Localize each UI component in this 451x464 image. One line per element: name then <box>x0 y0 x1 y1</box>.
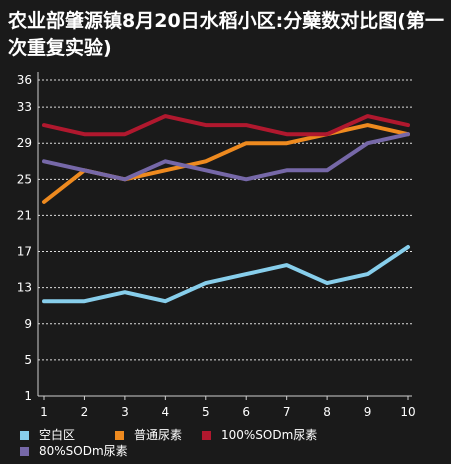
y-tick-label: 9 <box>24 317 32 331</box>
y-tick-label: 21 <box>17 208 32 222</box>
x-tick-label: 3 <box>121 405 129 419</box>
legend-label: 空白区 <box>39 427 75 442</box>
x-tick-label: 4 <box>162 405 170 419</box>
x-tick-label: 2 <box>81 405 89 419</box>
y-tick-label: 13 <box>17 281 32 295</box>
series-line-2 <box>42 123 410 204</box>
legend-swatch <box>115 431 124 440</box>
x-tick-labels: 1 2 3 4 5 6 7 8 9 10 <box>40 405 415 419</box>
series-line-3 <box>42 114 410 137</box>
axes <box>37 72 412 400</box>
legend: 空白区 普通尿素 100%SODm尿素 80%SODm尿素 <box>20 427 317 458</box>
series-line-4 <box>42 132 410 182</box>
legend-label: 80%SODm尿素 <box>39 444 128 458</box>
y-tick-label: 1 <box>24 389 32 403</box>
legend-label: 100%SODm尿素 <box>221 428 317 442</box>
y-tick-label: 36 <box>17 73 32 87</box>
y-tick-label: 17 <box>17 245 32 259</box>
x-tick-label: 6 <box>242 405 250 419</box>
x-tick-label: 7 <box>283 405 291 419</box>
chart-title: 农业部肇源镇8月20日水稻小区:分蘖数对比图(第一次重复实验) <box>8 10 444 59</box>
x-tick-label: 9 <box>364 405 372 419</box>
y-tick-label: 33 <box>17 100 32 114</box>
y-tick-label: 29 <box>17 136 32 150</box>
legend-swatch <box>20 431 29 440</box>
legend-swatch <box>202 431 211 440</box>
legend-label: 普通尿素 <box>134 428 182 442</box>
x-tick-label: 10 <box>400 405 415 419</box>
x-tick-label: 5 <box>202 405 210 419</box>
series-lines <box>42 114 410 304</box>
y-tick-label: 5 <box>24 353 32 367</box>
legend-swatch <box>20 447 29 456</box>
y-tick-label: 25 <box>17 172 32 186</box>
x-tick-label: 8 <box>323 405 331 419</box>
y-tick-labels: 1 5 9 13 17 21 25 29 33 36 <box>17 73 32 403</box>
x-tick-label: 1 <box>40 405 48 419</box>
series-line-1 <box>42 245 410 304</box>
